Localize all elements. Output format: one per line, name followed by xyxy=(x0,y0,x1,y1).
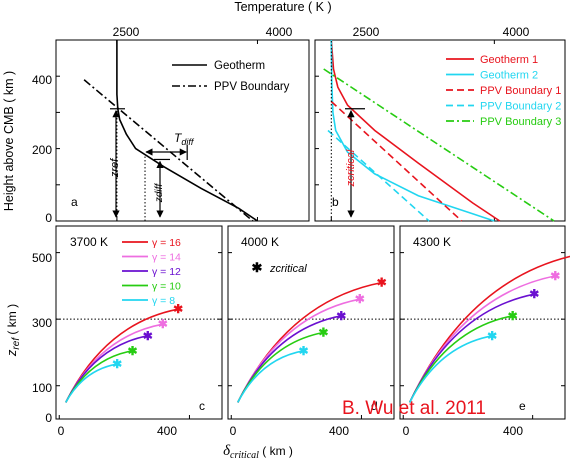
bottom-xtick-c-0: 0 xyxy=(58,424,65,438)
left-axis-title-bottom: zref ( km ) xyxy=(4,304,22,357)
panel-d-curve-4 xyxy=(237,350,304,403)
panel-d-frame xyxy=(227,225,395,420)
panel-c-marker-3: ✱ xyxy=(127,344,137,358)
bottom-axis-title: δcritical ( km ) xyxy=(223,443,293,459)
panel-c-letter: c xyxy=(199,399,205,413)
legend-label-ppv-boundary: PPV Boundary xyxy=(214,81,290,93)
panel-b-legend: Geotherm 1 Geotherm 2 PPV Boundary 1 PPV Bo… xyxy=(446,54,561,128)
annotation-z-ref: zref xyxy=(109,158,121,178)
panel-d-legend-label: zcritical xyxy=(269,263,307,275)
panel-e-marker-3: ✱ xyxy=(508,309,518,323)
bottom-xtick-d-0: 0 xyxy=(230,424,237,438)
legend-c-label-2: γ = 12 xyxy=(152,266,181,278)
legend-b-label-3: PPV Boundary 2 xyxy=(480,101,561,113)
panel-e-plot: ✱✱✱✱✱ xyxy=(400,252,570,420)
panel-c-marker-2: ✱ xyxy=(143,329,153,343)
bottom-xtick-d-400: 400 xyxy=(329,424,349,438)
panel-a-series-geotherm xyxy=(116,40,258,222)
panel-b: 2500 4000 Geotherm 1 Geotherm 2 PPV Bounda… xyxy=(314,25,566,222)
annotation-t-diff: Tdiff xyxy=(174,131,195,147)
panel-b-lines xyxy=(323,39,555,222)
panel-e-curve-4 xyxy=(408,335,493,403)
legend-b-label-4: PPV Boundary 3 xyxy=(480,116,561,128)
panel-b-tick-top-2500: 2500 xyxy=(353,25,380,39)
panel-e-marker-4: ✱ xyxy=(487,329,497,343)
panel-a-ytick-0: 0 xyxy=(45,211,52,225)
panel-d-legend-marker: ✱ xyxy=(252,260,263,275)
panel-b-series-ppv-boundary-1 xyxy=(330,100,463,222)
panel-b-series-ppv-boundary-2 xyxy=(327,129,430,222)
panel-b-series-geotherm-1 xyxy=(330,39,501,222)
credit-text: B. Wu et al. 2011 xyxy=(342,398,486,419)
panel-d-letter: d xyxy=(371,399,378,413)
panel-c-curve-4 xyxy=(65,363,118,403)
panel-c-marker-4: ✱ xyxy=(112,357,122,371)
panel-d-marker-2: ✱ xyxy=(336,309,346,323)
panel-a-ytick-400: 400 xyxy=(32,73,52,87)
legend-c-label-1: γ = 14 xyxy=(152,252,181,264)
panel-a-ytick-200: 200 xyxy=(32,143,52,157)
panel-c-marker-0: ✱ xyxy=(173,302,183,316)
annotation-z-critical: zcritical xyxy=(345,149,357,187)
bottom-xtick-e-0: 0 xyxy=(403,424,410,438)
bottom-xtick-c-400: 400 xyxy=(157,424,177,438)
panel-b-ticks xyxy=(315,40,495,222)
panel-a-letter: a xyxy=(71,195,78,209)
panel-b-series-geotherm-2 xyxy=(330,39,495,222)
annotation-z-diff: zdiff xyxy=(154,183,165,204)
bottom-ytick-100: 100 xyxy=(32,381,52,395)
panel-a: 2500 4000 400 200 0 Geotherm PPV Boundar… xyxy=(32,25,310,225)
panel-e-marker-1: ✱ xyxy=(550,269,560,283)
panel-a-tick-top-2500: 2500 xyxy=(113,25,140,39)
legend-label-geotherm: Geotherm xyxy=(214,60,265,72)
top-axis-title: Temperature ( K ) xyxy=(234,0,331,14)
panel-b-tick-top-4000: 4000 xyxy=(503,25,530,39)
panel-d-marker-4: ✱ xyxy=(298,344,308,358)
panel-d-curve-3 xyxy=(237,331,324,403)
legend-c-label-4: γ = 8 xyxy=(152,295,175,307)
panel-a-frame xyxy=(55,39,310,222)
panel-b-series-ppv-boundary-3 xyxy=(323,68,555,222)
legend-b-label-0: Geotherm 1 xyxy=(480,54,538,66)
panel-d-plot: ✱ ✱ ✱ ✱ ✱ xyxy=(228,252,394,420)
left-axis-title-top: Height above CMB ( km ) xyxy=(2,71,16,211)
panel-c-legend: γ = 16 γ = 14 γ = 12 γ = 10 γ = 8 xyxy=(122,237,181,307)
legend-c-label-3: γ = 10 xyxy=(152,281,181,293)
bottom-xtick-e-400: 400 xyxy=(503,424,523,438)
panel-d-marker-3: ✱ xyxy=(318,326,328,340)
panel-e-title: 4300 K xyxy=(413,235,451,249)
legend-c-label-0: γ = 16 xyxy=(152,237,181,249)
panel-e-frame xyxy=(399,225,566,420)
panel-c-title: 3700 K xyxy=(70,235,108,249)
legend-b-label-1: Geotherm 2 xyxy=(480,70,538,82)
panel-e: ✱✱✱✱✱ 4300 K e xyxy=(399,225,570,420)
panel-a-lines xyxy=(83,40,258,222)
panel-e-letter: e xyxy=(519,399,526,413)
panel-d-title: 4000 K xyxy=(241,235,279,249)
panel-c-marker-1: ✱ xyxy=(158,317,168,331)
bottom-ytick-300: 300 xyxy=(32,316,52,330)
panel-c: ✱✱✱✱✱ 3700 K γ = 16γ = 14γ = 12γ = 10γ =… xyxy=(55,225,223,420)
bottom-ytick-0: 0 xyxy=(45,411,52,425)
legend-b-label-2: PPV Boundary 1 xyxy=(480,85,561,97)
panel-c-plot: ✱ ✱ ✱ ✱ ✱ xyxy=(56,252,222,420)
bottom-ytick-500: 500 xyxy=(32,251,52,265)
panel-d-marker-0: ✱ xyxy=(377,276,387,290)
panel-d-marker-1: ✱ xyxy=(355,292,365,306)
panel-b-frame xyxy=(314,39,566,222)
panel-c-frame xyxy=(55,225,223,420)
panel-e-marker-2: ✱ xyxy=(529,287,539,301)
panel-d: ✱ ✱ ✱ ✱ ✱ 4000 K ✱ zcritical d xyxy=(227,225,395,420)
panel-b-letter: b xyxy=(332,195,339,209)
panel-a-series-ppv-boundary xyxy=(83,79,254,222)
panel-a-tick-top-4000: 4000 xyxy=(266,25,293,39)
